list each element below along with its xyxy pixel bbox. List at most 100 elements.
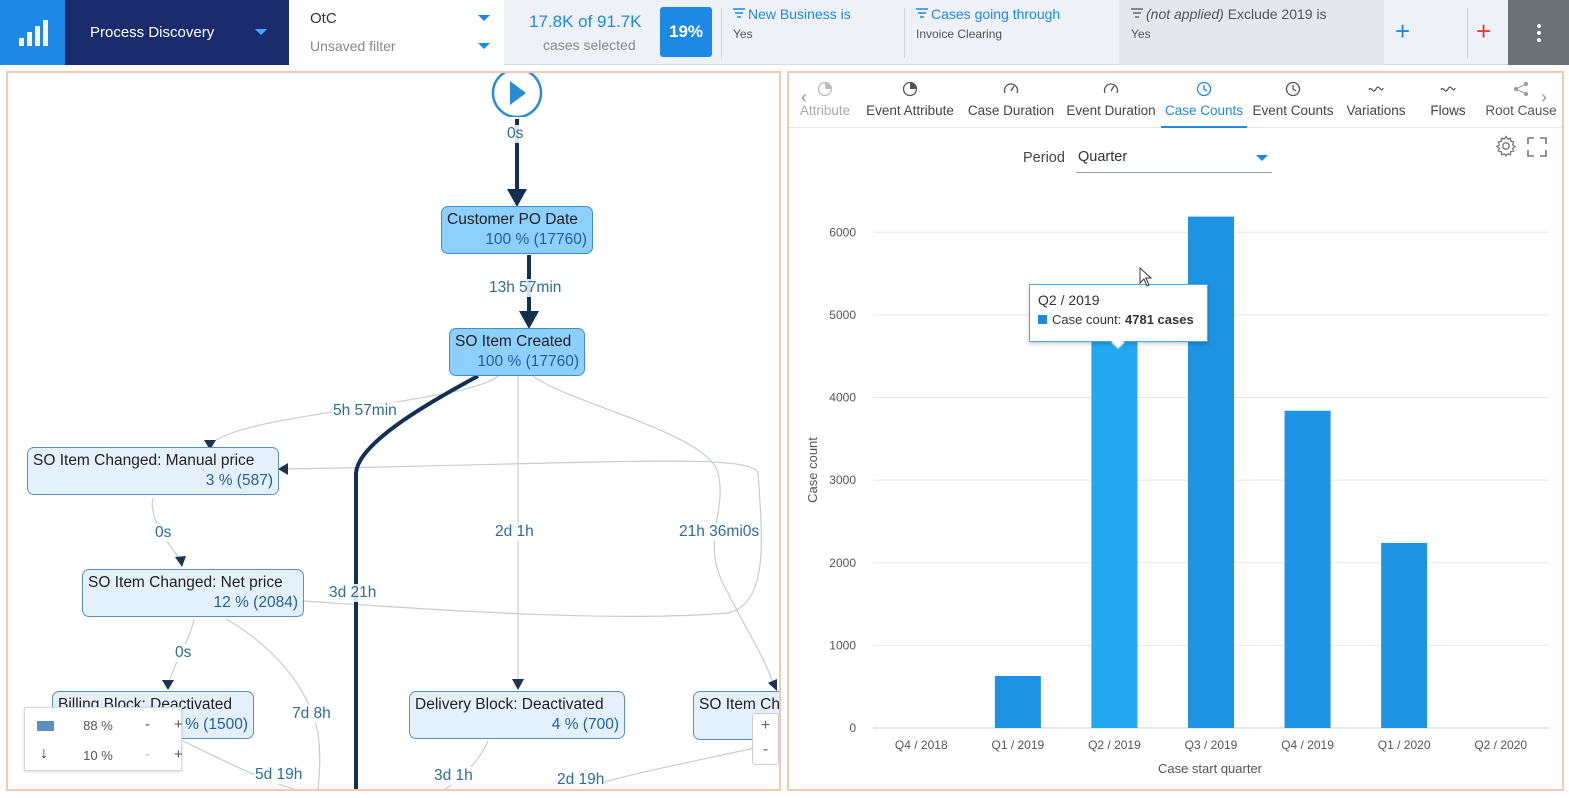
dataset-selector[interactable]: OtC Unsaved filter (289, 0, 504, 65)
chevron-down-icon (1256, 155, 1268, 161)
filter-chip-new-business[interactable]: New Business is Yes (721, 0, 904, 65)
zoom-in-button[interactable]: + (760, 717, 771, 734)
node-name: SO Item Ch (699, 696, 780, 713)
case-count-chart: 0 1000 2000 3000 4000 5000 6000 Q4 / 2018 Q1 / … (805, 216, 1549, 776)
activity-node[interactable]: Customer PO Date 100 % (17760) (441, 206, 593, 254)
zoom-out-button[interactable]: - (762, 741, 769, 758)
edge-label: 0s (506, 125, 525, 143)
chevron-down-icon (255, 29, 267, 35)
add-filter-button[interactable]: + (1395, 16, 1411, 46)
y-tick-label: 3000 (829, 473, 856, 487)
node-stat: 100 % (17760) (477, 353, 579, 370)
paths-slider: ↓ 10 % - + (25, 740, 183, 770)
x-tick-label: Q2 / 2020 (1474, 738, 1527, 752)
filter-value: Invoice Clearing (916, 27, 1003, 41)
tab-label: Case Counts (1164, 103, 1244, 118)
edge-label: 3d 21h (328, 584, 378, 602)
tab-label: Case Duration (967, 103, 1055, 118)
tab-event-duration[interactable]: Event Duration (1061, 73, 1161, 128)
tab-variations[interactable]: Variations (1339, 73, 1413, 128)
tab-event-counts[interactable]: Event Counts (1247, 73, 1339, 128)
network-icon (1514, 82, 1528, 96)
filter-title: New Business is (748, 6, 851, 22)
tab-label: Flows (1430, 103, 1466, 118)
gear-icon[interactable] (1495, 135, 1517, 157)
arrow-head (162, 680, 174, 690)
chevron-down-icon[interactable] (478, 43, 490, 49)
tooltip-label: Case count: (1052, 312, 1122, 327)
tab-root-cause[interactable]: Root Cause (1483, 73, 1559, 128)
process-map-edges (151, 119, 779, 789)
node-name: SO Item Changed: Manual price (33, 452, 255, 469)
more-menu-icon[interactable] (1508, 0, 1569, 65)
divider (1467, 8, 1468, 58)
divider (904, 8, 905, 58)
dataset-name: OtC (310, 10, 337, 27)
activity-node[interactable]: SO Item Created 100 % (17760) (449, 328, 585, 376)
filter-icon (916, 6, 928, 22)
edge-label: 2d 1h (494, 523, 535, 541)
filter-chip-exclude-2019[interactable]: (not applied) Exclude 2019 is Yes (1119, 0, 1384, 65)
filter-chip-cases-going-through[interactable]: Cases going through Invoice Clearing (904, 0, 1119, 65)
analysis-tabs: ‹ Attribute Event Attribute Case Duratio… (789, 73, 1562, 128)
edge-label: 0s (154, 524, 173, 542)
edge (182, 740, 296, 789)
activity-node[interactable]: Delivery Block: Deactivated 4 % (700) (409, 691, 625, 739)
activity-node[interactable]: SO Item Changed: Manual price 3 % (587) (27, 447, 279, 495)
mouse-cursor-icon (1139, 267, 1153, 287)
node-stat: 3 % (587) (205, 472, 273, 489)
bar[interactable] (994, 675, 1041, 728)
edge-label: 13h 57min (488, 279, 563, 297)
activities-decrease-button[interactable]: - (145, 716, 150, 733)
node-name: SO Item Created (455, 333, 572, 350)
chevron-down-icon[interactable] (478, 15, 490, 21)
node-name: SO Item Changed: Net price (88, 574, 283, 591)
bar[interactable] (1091, 333, 1138, 728)
paths-increase-button[interactable]: + (174, 746, 183, 763)
tab-case-duration[interactable]: Case Duration (961, 73, 1061, 128)
tab-flows[interactable]: Flows (1413, 73, 1483, 128)
node-stat: % (1500) (185, 716, 248, 733)
tab-case-counts[interactable]: Case Counts (1161, 73, 1247, 128)
tab-event-attribute[interactable]: Event Attribute (859, 73, 961, 128)
filter-title: Exclude 2019 is (1227, 6, 1327, 22)
period-select[interactable]: Quarter (1076, 143, 1272, 173)
divider (721, 8, 722, 58)
filter-state: Unsaved filter (310, 38, 396, 54)
add-exclusion-button[interactable]: + (1476, 16, 1492, 46)
paths-decrease-button[interactable]: - (145, 746, 150, 763)
y-tick-label: 4000 (829, 391, 856, 405)
chevron-left-icon[interactable]: ‹ (801, 87, 807, 107)
node-stat: 4 % (700) (551, 716, 619, 733)
tab-label: Event Attribute (866, 103, 954, 118)
edge-main (354, 374, 479, 789)
cases-percent-badge: 19% (660, 7, 712, 57)
fullscreen-icon[interactable] (1527, 137, 1547, 157)
edge-label: 5h 57min (332, 402, 398, 420)
chart-tooltip: Q2 / 2019 Case count: 4781 cases (1029, 284, 1208, 351)
activity-node[interactable]: SO Item Changed: Net price 12 % (2084) (82, 569, 304, 617)
x-tick-label: Q4 / 2018 (895, 738, 948, 752)
x-tick-label: Q1 / 2019 (991, 738, 1044, 752)
activities-increase-button[interactable]: + (174, 716, 183, 733)
app-title-dropdown[interactable]: Process Discovery (65, 0, 289, 65)
analysis-panel: ‹ Attribute Event Attribute Case Duratio… (787, 71, 1564, 791)
edge-label: 0s (174, 644, 193, 662)
edge-label: 3d 1h (433, 767, 474, 785)
chevron-right-icon[interactable]: › (1541, 87, 1547, 107)
arrow-head (175, 556, 186, 567)
cases-count: 17.8K of 91.7K (529, 12, 642, 31)
app-logo-icon[interactable] (0, 0, 65, 65)
top-bar: Process Discovery OtC Unsaved filter 17.… (0, 0, 1569, 65)
bar[interactable] (1284, 410, 1331, 728)
arrow-head (278, 463, 288, 475)
bar[interactable] (1381, 542, 1428, 728)
arrow-head (519, 311, 539, 329)
pie-icon (817, 81, 833, 97)
activities-value: 88 % (83, 718, 113, 733)
clock-icon (1285, 81, 1301, 97)
start-play-icon[interactable] (491, 73, 543, 117)
period-label: Period (1023, 150, 1065, 166)
tab-attribute[interactable]: Attribute (795, 73, 855, 128)
app-title: Process Discovery (90, 24, 215, 41)
